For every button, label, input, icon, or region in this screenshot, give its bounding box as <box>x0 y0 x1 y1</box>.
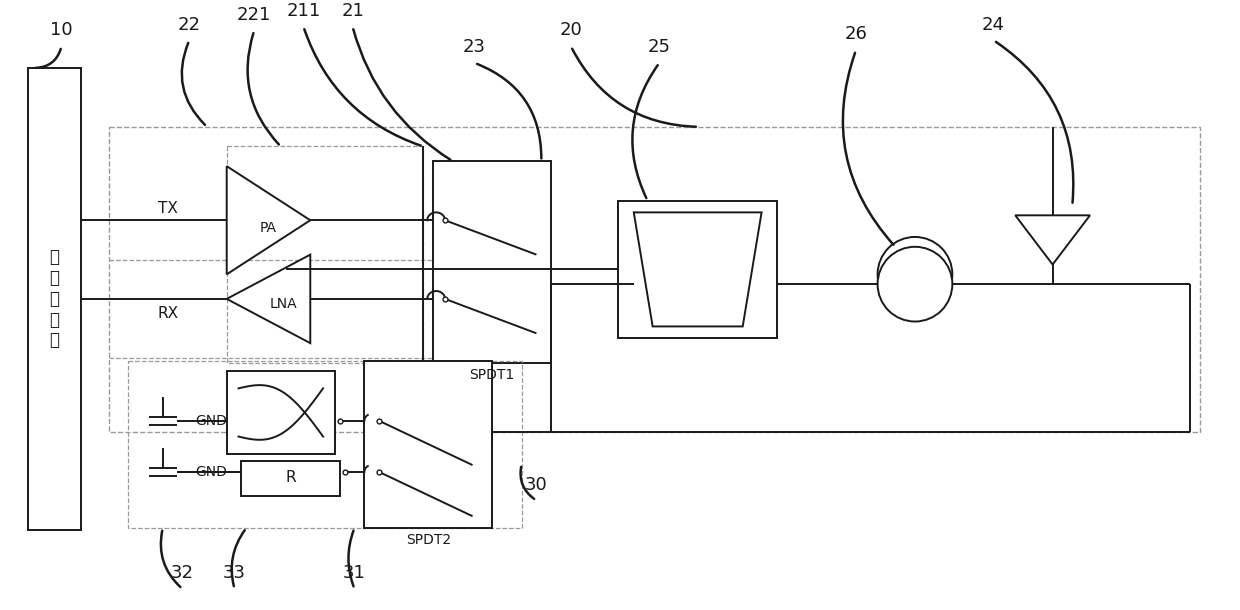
Text: LNA: LNA <box>270 297 298 311</box>
Text: 221: 221 <box>237 5 272 24</box>
Text: TX: TX <box>157 201 177 216</box>
Text: 32: 32 <box>171 564 193 582</box>
Text: SPDT1: SPDT1 <box>470 368 515 382</box>
Text: SPDT2: SPDT2 <box>405 533 451 547</box>
Polygon shape <box>227 166 310 274</box>
Text: 20: 20 <box>559 21 583 40</box>
Text: 22: 22 <box>177 16 201 34</box>
Text: 10: 10 <box>51 21 73 40</box>
Bar <box>227 146 423 363</box>
Text: GND: GND <box>195 465 227 479</box>
Bar <box>129 361 522 528</box>
Bar <box>227 371 335 454</box>
Text: 21: 21 <box>341 2 365 20</box>
Circle shape <box>878 247 952 321</box>
Polygon shape <box>634 212 761 326</box>
Text: 211: 211 <box>286 2 320 20</box>
Text: 30: 30 <box>525 476 548 493</box>
Text: PA: PA <box>259 221 277 235</box>
Text: 31: 31 <box>343 564 366 582</box>
Text: 24: 24 <box>982 16 1006 34</box>
Bar <box>365 361 492 528</box>
Text: 33: 33 <box>223 564 246 582</box>
Text: 26: 26 <box>844 26 868 43</box>
Bar <box>29 68 81 530</box>
Bar <box>109 127 1200 432</box>
Text: 23: 23 <box>463 38 486 56</box>
Text: 25: 25 <box>647 38 671 56</box>
Text: 基
带
控
制
器: 基 带 控 制 器 <box>50 248 60 350</box>
Polygon shape <box>1016 215 1090 265</box>
Circle shape <box>878 237 952 312</box>
Bar <box>433 161 551 363</box>
Bar <box>618 201 777 338</box>
Text: R: R <box>285 470 296 486</box>
Bar <box>242 461 340 495</box>
Text: RX: RX <box>157 306 179 321</box>
Text: GND: GND <box>195 414 227 428</box>
Polygon shape <box>227 254 310 343</box>
